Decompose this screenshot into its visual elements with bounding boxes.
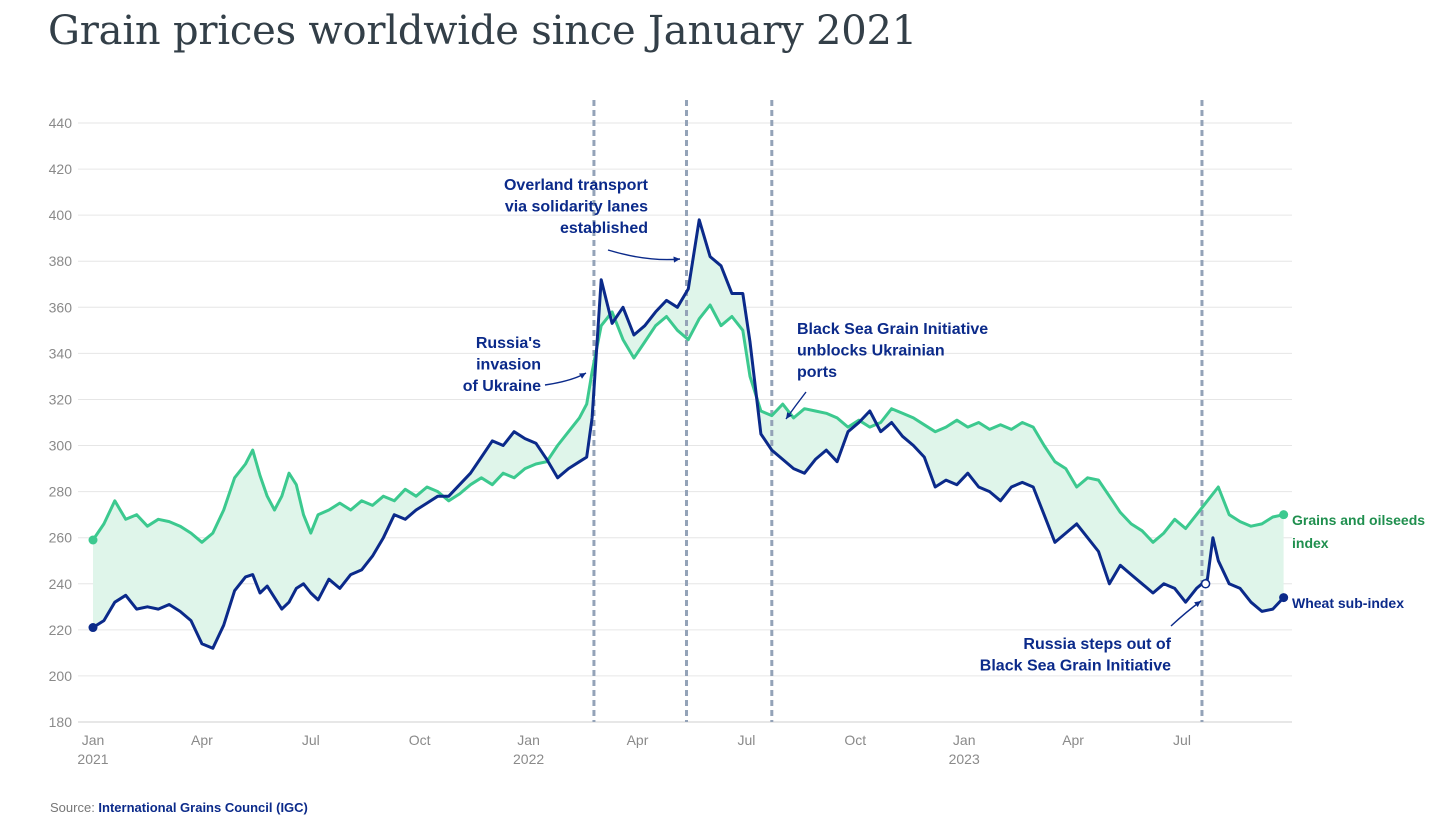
spread-band (93, 219, 1284, 649)
x-tick-label-jul-2: Jul (302, 732, 320, 748)
y-tick-label-300: 300 (49, 438, 73, 454)
annotation-3-line-3: ports (797, 364, 837, 381)
x-tick-label-apr-5: Apr (627, 732, 649, 748)
x-tick-label-jul-6: Jul (737, 732, 755, 748)
grains-oilseeds-line-end-point (1279, 510, 1289, 520)
wheat-line-end-point (1279, 593, 1289, 603)
x-tick-year-2021: 2021 (77, 751, 108, 767)
annotation-2-line-2: via solidarity lanes (505, 199, 648, 216)
axis-labels: 180 200 220 240 260 280 300 320 340 360 380 400 420 4… (49, 115, 1191, 767)
x-tick-year-2022: 2022 (513, 751, 544, 767)
annotation-1-line-2: invasion (476, 357, 541, 374)
grains-oilseeds-line (91, 303, 1284, 544)
chart-title: Grain prices worldwide since January 202… (48, 8, 918, 54)
y-tick-label-200: 200 (49, 668, 73, 684)
annotation-2-line-3: established (560, 220, 648, 237)
annotation-2-arrowhead (673, 256, 680, 263)
spread-area (93, 219, 1284, 649)
annotation-4-line-1: Russia steps out of (1023, 636, 1171, 653)
y-tick-label-360: 360 (49, 299, 73, 315)
annotation-4-line-2: Black Sea Grain Initiative (980, 658, 1171, 675)
event-point-marker (1200, 579, 1211, 589)
wheat-series-label: Wheat sub-index (1292, 595, 1404, 611)
grains-series-label-line-2: index (1292, 535, 1329, 551)
line-chart: 180 200 220 240 260 280 300 320 340 360 380 400 420 4… (49, 100, 1426, 767)
x-tick-label-oct-7: Oct (844, 732, 866, 748)
annotation-1-arrowhead (579, 373, 586, 379)
y-tick-label-340: 340 (49, 345, 73, 361)
y-tick-label-240: 240 (49, 576, 73, 592)
grid-lines (78, 122, 1292, 723)
y-tick-label-420: 420 (49, 161, 73, 177)
annotation-1-line-3: of Ukraine (463, 378, 541, 395)
x-tick-label-jan-4: Jan (517, 732, 540, 748)
wheat-line (92, 218, 1285, 650)
annotation-1-line-1: Russia's (476, 335, 541, 352)
source-link[interactable]: International Grains Council (IGC) (98, 800, 308, 815)
y-tick-label-380: 380 (49, 253, 73, 269)
grains-series-label-line-1: Grains and oilseeds (1292, 512, 1425, 528)
x-tick-label-jul-10: Jul (1173, 732, 1191, 748)
annotation-4-arrowhead (1194, 601, 1201, 608)
y-tick-label-280: 280 (49, 484, 73, 500)
y-tick-label-180: 180 (49, 714, 73, 730)
x-tick-label-apr-9: Apr (1062, 732, 1084, 748)
annotation-3-line-2: unblocks Ukrainian (797, 343, 945, 360)
annotations: Grains and oilseeds index Wheat sub-index R… (463, 177, 1426, 675)
x-tick-label-oct-3: Oct (409, 732, 431, 748)
source-prefix: Source: (50, 800, 99, 815)
annotation-3-arrowhead (786, 412, 793, 419)
annotation-2-line-1: Overland transport (504, 177, 649, 194)
annotation-3-line-1: Black Sea Grain Initiative (797, 321, 988, 338)
y-tick-label-260: 260 (49, 530, 73, 546)
wheat-line-start-point (88, 623, 98, 633)
x-tick-label-apr-1: Apr (191, 732, 213, 748)
y-tick-label-220: 220 (49, 622, 73, 638)
series-lines (88, 218, 1289, 650)
x-tick-label-jan-0: Jan (82, 732, 105, 748)
source-note: Source: International Grains Council (IG… (50, 800, 308, 815)
annotation-2-arrow (607, 249, 681, 261)
y-tick-label-320: 320 (49, 391, 73, 407)
x-tick-year-2023: 2023 (949, 751, 980, 767)
y-tick-label-440: 440 (49, 115, 73, 131)
x-tick-label-jan-8: Jan (953, 732, 976, 748)
grains-oilseeds-line-start-point (88, 535, 98, 545)
y-tick-label-400: 400 (49, 207, 73, 223)
